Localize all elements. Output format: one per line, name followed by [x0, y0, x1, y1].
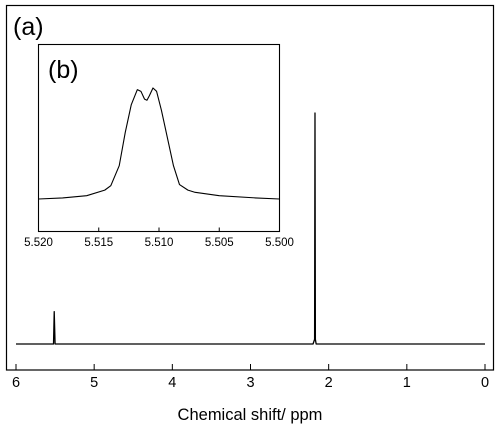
main-x-tick-label: 2 — [325, 375, 333, 391]
inset-x-tick-label: 5.510 — [145, 237, 174, 249]
inset-x-tick-label: 5.505 — [205, 237, 234, 249]
main-x-tick-label: 1 — [403, 375, 411, 391]
main-x-tick-label: 0 — [481, 375, 489, 391]
main-x-tick-label: 4 — [168, 375, 176, 391]
main-x-tick-label: 3 — [246, 375, 254, 391]
main-x-ticks: 6 5 4 3 2 1 0 — [12, 364, 489, 391]
inset-plot-frame — [37, 43, 281, 233]
main-spectrum-line — [16, 112, 485, 345]
panel-label-b: (b) — [48, 56, 79, 84]
inset-x-tick-label: 5.515 — [84, 237, 113, 249]
inset-x-tick-label: 5.520 — [24, 237, 53, 249]
inset-x-tick-label: 5.500 — [265, 237, 294, 249]
main-x-tick-label: 6 — [12, 375, 20, 391]
main-x-tick-label: 5 — [90, 375, 98, 391]
inset-spectrum-line — [38, 87, 280, 200]
x-axis-title: Chemical shift/ ppm — [178, 406, 323, 424]
inset-x-ticks: 5.520 5.515 5.510 5.505 5.500 — [24, 227, 294, 249]
panel-label-a: (a) — [13, 13, 44, 41]
